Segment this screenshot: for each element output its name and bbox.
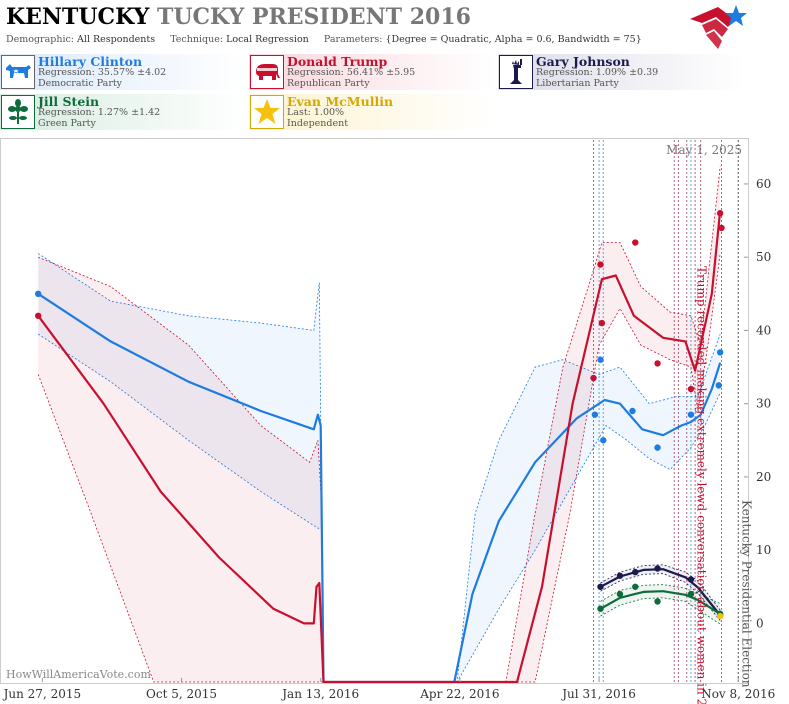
poll-point-donald-trump bbox=[716, 210, 724, 217]
poll-point-hillary-clinton bbox=[687, 411, 695, 418]
trend-line-jill-stein bbox=[599, 590, 721, 615]
upper-bound-hillary-clinton bbox=[37, 253, 721, 683]
y-tick-label: 10 bbox=[756, 543, 771, 557]
poll-point-gary-johnson bbox=[654, 565, 661, 572]
upper-bound-gary-johnson bbox=[600, 564, 721, 611]
candidate-name: Jill Stein bbox=[38, 94, 100, 109]
candidate-name: Gary Johnson bbox=[536, 54, 630, 69]
candidate-party: Republican Party bbox=[287, 78, 370, 89]
candidate-card-clinton: Hillary Clinton Regression: 35.57% ±4.02… bbox=[0, 54, 246, 90]
y-tick-label: 50 bbox=[756, 250, 771, 264]
flower-icon bbox=[1, 95, 35, 129]
statue-of-liberty-icon bbox=[499, 55, 533, 89]
x-tick-label: Jun 27, 2015 bbox=[2, 687, 82, 701]
title-state: KENTUCKY bbox=[6, 4, 150, 30]
poll-point-hillary-clinton bbox=[34, 290, 42, 298]
poll-point-jill-stein bbox=[654, 598, 661, 605]
poll-point-gary-johnson bbox=[616, 572, 624, 579]
x-tick-label: Jan 13, 2016 bbox=[280, 687, 359, 701]
poll-point-donald-trump bbox=[590, 374, 597, 382]
elephant-icon bbox=[250, 55, 284, 89]
candidate-party: Independent bbox=[287, 118, 349, 129]
poll-point-donald-trump bbox=[632, 239, 639, 246]
poll-chart: 0 10 20 30 40 50 60 Jun 27, 2015 Oct 5, 2015 Jan… bbox=[0, 138, 775, 704]
candidate-party: Democratic Party bbox=[38, 78, 123, 89]
y-tick-label: 40 bbox=[756, 323, 771, 337]
annotation-election: Kentucky Presidential Election bbox=[739, 500, 753, 688]
parameters-label: Parameters: bbox=[323, 34, 383, 45]
star-icon bbox=[250, 95, 284, 129]
upper-bound-jill-stein bbox=[600, 584, 721, 604]
poll-point-evan-mcmullin bbox=[716, 612, 724, 620]
candidate-stat: Regression: 56.41% ±5.95 bbox=[287, 67, 416, 78]
candidate-name: Hillary Clinton bbox=[38, 54, 143, 69]
poll-point-gary-johnson bbox=[597, 583, 604, 590]
demographic-label: Demographic: bbox=[6, 34, 75, 45]
y-tick-label: 20 bbox=[756, 470, 771, 484]
parameters-value: {Degree = Quadratic, Alpha = 0.6, Bandwi… bbox=[385, 34, 642, 45]
poll-point-jill-stein bbox=[597, 605, 604, 612]
donkey-icon bbox=[1, 55, 35, 89]
poll-point-hillary-clinton bbox=[591, 411, 599, 418]
poll-point-donald-trump bbox=[598, 319, 606, 327]
y-tick-label: 30 bbox=[756, 397, 771, 411]
trend-lines bbox=[37, 210, 722, 683]
trend-line-donald-trump bbox=[37, 210, 722, 683]
lower-bound-jill-stein bbox=[600, 597, 721, 625]
candidate-name: Evan McMullin bbox=[287, 94, 394, 109]
candidate-stat: Regression: 1.09% ±0.39 bbox=[536, 67, 659, 78]
annotation-lewd-conversation: Trump recorded making extremely lewd con… bbox=[695, 266, 709, 704]
candidate-card-stein: Jill Stein Regression: 1.27% ±1.42 Green… bbox=[0, 94, 246, 130]
candidate-stat: Regression: 1.27% ±1.42 bbox=[38, 107, 161, 118]
poll-point-hillary-clinton bbox=[600, 437, 607, 444]
poll-point-hillary-clinton bbox=[654, 444, 661, 451]
poll-points bbox=[34, 210, 725, 620]
candidate-party: Libertarian Party bbox=[536, 78, 619, 89]
lower-bound-donald-trump bbox=[37, 253, 721, 683]
poll-point-gary-johnson bbox=[632, 568, 639, 576]
y-tick-label: 0 bbox=[756, 616, 764, 630]
x-tick-label: Apr 22, 2016 bbox=[419, 687, 499, 701]
poll-point-donald-trump bbox=[597, 261, 604, 268]
poll-point-jill-stein bbox=[616, 590, 624, 598]
plot-area bbox=[0, 138, 749, 684]
candidate-stat: Regression: 35.57% ±4.02 bbox=[38, 67, 167, 78]
y-axis: 0 10 20 30 40 50 60 bbox=[744, 177, 771, 630]
title-rest: TUCKY PRESIDENT 2016 bbox=[156, 4, 471, 30]
date-stamp: May 1, 2025 bbox=[666, 143, 742, 157]
poll-point-hillary-clinton bbox=[629, 407, 636, 415]
poll-point-jill-stein bbox=[632, 583, 639, 590]
candidate-card-mcmullin: Evan McMullin Last: 1.00% Independent bbox=[249, 94, 495, 130]
watermark: HowWillAmericaVote.com bbox=[6, 668, 151, 681]
y-tick-label: 60 bbox=[756, 177, 771, 191]
candidate-name: Donald Trump bbox=[287, 54, 388, 69]
chart-title: KENTUCKY TUCKY PRESIDENT 2016 bbox=[6, 4, 471, 30]
candidate-party: Green Party bbox=[38, 118, 96, 129]
candidate-card-trump: Donald Trump Regression: 56.41% ±5.95 Re… bbox=[249, 54, 495, 90]
poll-point-gary-johnson bbox=[687, 576, 695, 583]
confidence-band-hillary-clinton bbox=[38, 253, 721, 682]
technique-value: Local Regression bbox=[226, 34, 309, 45]
candidate-stat: Last: 1.00% bbox=[287, 107, 345, 118]
x-tick-label: Nov 8, 2016 bbox=[701, 687, 775, 701]
demographic-value: All Respondents bbox=[77, 34, 156, 45]
poll-point-donald-trump bbox=[718, 224, 725, 232]
poll-point-hillary-clinton bbox=[715, 382, 722, 389]
poll-point-donald-trump bbox=[687, 385, 695, 393]
x-axis: Jun 27, 2015 Oct 5, 2015 Jan 13, 2016 Apr 2… bbox=[2, 678, 775, 701]
parameters-line: Demographic: All Respondents Technique: … bbox=[6, 34, 642, 45]
poll-point-hillary-clinton bbox=[716, 349, 724, 356]
x-tick-label: Oct 5, 2015 bbox=[146, 687, 217, 701]
site-logo bbox=[690, 5, 747, 49]
poll-point-hillary-clinton bbox=[597, 356, 604, 363]
poll-point-jill-stein bbox=[687, 590, 695, 598]
poll-point-donald-trump bbox=[34, 312, 42, 319]
poll-point-donald-trump bbox=[654, 360, 661, 367]
trend-line-hillary-clinton bbox=[37, 292, 722, 683]
candidate-card-johnson: Gary Johnson Regression: 1.09% ±0.39 Lib… bbox=[498, 54, 744, 90]
x-tick-label: Jul 31, 2016 bbox=[560, 687, 636, 701]
technique-label: Technique: bbox=[170, 34, 224, 45]
confidence-band-donald-trump bbox=[38, 166, 721, 682]
